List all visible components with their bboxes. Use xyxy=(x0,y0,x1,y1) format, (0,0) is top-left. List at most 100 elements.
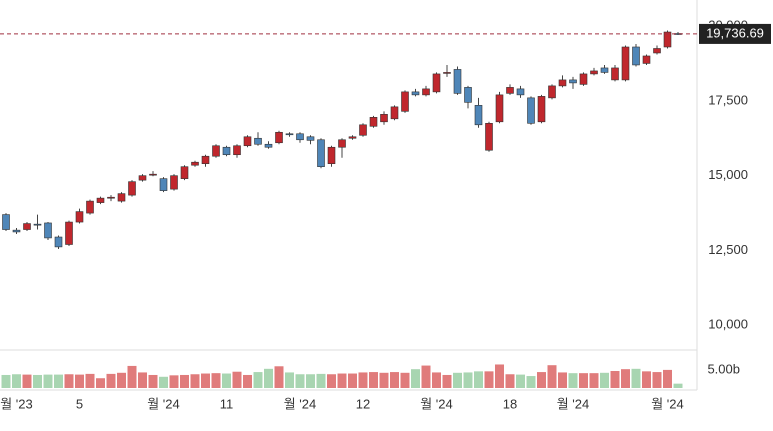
x-tick-label: 월 '23 xyxy=(0,396,33,411)
volume-bar xyxy=(442,374,452,388)
candle-body xyxy=(159,178,168,191)
volume-bar xyxy=(652,372,662,388)
candle-body xyxy=(380,114,388,123)
candle-body xyxy=(180,166,189,179)
candle-body xyxy=(495,94,504,123)
volume-bar xyxy=(201,373,210,388)
candle-body xyxy=(663,31,672,48)
candle-body xyxy=(212,145,220,157)
candle-body xyxy=(485,123,493,151)
volume-bar xyxy=(432,372,441,388)
y-tick-label: 12,500 xyxy=(708,242,748,257)
candle-body xyxy=(285,133,294,136)
candle-body xyxy=(369,117,378,127)
y-tick-label: 15,000 xyxy=(708,167,748,182)
volume-bar xyxy=(117,372,126,388)
volume-bar xyxy=(369,372,378,388)
volume-bar xyxy=(516,374,525,388)
candle-body xyxy=(138,175,147,181)
volume-bar xyxy=(537,372,546,388)
candle-body xyxy=(621,46,630,81)
candle-body xyxy=(54,236,63,248)
volume-bar xyxy=(180,374,189,388)
volume-bar xyxy=(379,372,389,388)
candle-body xyxy=(411,91,420,96)
candle-body xyxy=(642,55,651,64)
candle-body xyxy=(464,87,472,103)
candle-body xyxy=(474,105,483,126)
candle-body xyxy=(33,223,42,226)
volume-bar xyxy=(264,368,273,388)
candle-body xyxy=(65,221,73,245)
volume-bar xyxy=(421,365,431,388)
volume-bar xyxy=(222,373,231,388)
candle-body xyxy=(558,79,567,87)
candle-body xyxy=(579,73,588,85)
volume-bar xyxy=(33,374,42,388)
candle-body xyxy=(2,214,10,230)
volume-bar xyxy=(243,374,252,388)
volume-bar xyxy=(211,373,221,388)
candle-body xyxy=(432,73,441,93)
candle-body xyxy=(128,181,136,196)
volume-bar xyxy=(610,370,620,388)
volume-bar xyxy=(589,373,599,388)
x-tick-label: 월 '24 xyxy=(557,396,590,411)
candle-body xyxy=(527,97,535,124)
volume-bar xyxy=(306,374,315,388)
candle-body xyxy=(537,96,546,123)
candle-body xyxy=(653,48,661,54)
x-tick-label: 11 xyxy=(220,396,234,411)
volume-bar xyxy=(600,372,609,388)
volume-bar xyxy=(232,371,242,388)
candle-body xyxy=(569,79,577,84)
candle-body xyxy=(401,91,409,112)
last-price-tag xyxy=(699,23,771,44)
candle-body xyxy=(611,67,619,81)
volume-bar xyxy=(642,371,651,388)
candle-body xyxy=(390,106,399,120)
candle-body xyxy=(254,137,262,145)
candle-body xyxy=(233,145,241,156)
volume-bar xyxy=(453,372,462,388)
volume-bar xyxy=(484,371,494,388)
x-tick-label: 월 '24 xyxy=(651,396,684,411)
candle-body xyxy=(201,155,210,165)
x-tick-label: 5 xyxy=(76,396,83,411)
candle-body xyxy=(107,196,115,199)
volume-bar xyxy=(568,373,578,388)
x-tick-label: 월 '24 xyxy=(284,396,317,411)
volume-bar xyxy=(138,372,147,388)
volume-bar xyxy=(295,374,305,388)
volume-bar xyxy=(358,372,368,388)
volume-tick-label: 5.00b xyxy=(707,361,740,376)
volume-bar xyxy=(327,374,336,388)
candle-body xyxy=(275,131,283,144)
volume-bar xyxy=(12,374,21,388)
volume-bar xyxy=(43,374,53,388)
volume-bar xyxy=(106,373,116,388)
candle-body xyxy=(422,88,430,96)
volume-bar xyxy=(411,369,420,388)
candle-body xyxy=(590,70,598,75)
candle-body xyxy=(12,229,21,233)
y-tick-label: 17,500 xyxy=(708,92,748,107)
volume-bar xyxy=(316,373,326,388)
volume-bar xyxy=(631,368,641,388)
candle-body xyxy=(548,85,556,99)
candle-body xyxy=(75,211,84,223)
volume-bar xyxy=(348,373,357,388)
x-tick-label: 18 xyxy=(503,396,517,411)
candle-body xyxy=(443,72,451,74)
volume-bar xyxy=(673,383,683,388)
candle-body xyxy=(96,197,105,203)
volume-bar xyxy=(169,375,179,388)
candle-body xyxy=(359,124,367,136)
volume-bar xyxy=(337,373,347,388)
candle-body xyxy=(506,87,514,94)
volume-bar xyxy=(159,376,168,388)
candle-body xyxy=(264,143,273,148)
candle-body xyxy=(117,193,126,202)
volume-bar xyxy=(621,369,630,388)
candle-body xyxy=(317,139,325,167)
